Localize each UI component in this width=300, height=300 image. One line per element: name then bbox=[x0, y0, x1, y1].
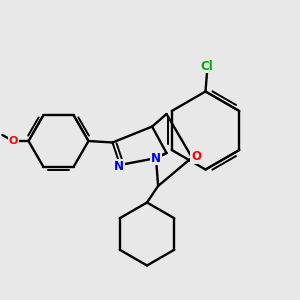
Text: N: N bbox=[114, 160, 124, 173]
Text: Cl: Cl bbox=[201, 59, 213, 73]
Text: O: O bbox=[191, 150, 201, 163]
Text: O: O bbox=[9, 136, 18, 146]
Text: N: N bbox=[151, 152, 161, 165]
